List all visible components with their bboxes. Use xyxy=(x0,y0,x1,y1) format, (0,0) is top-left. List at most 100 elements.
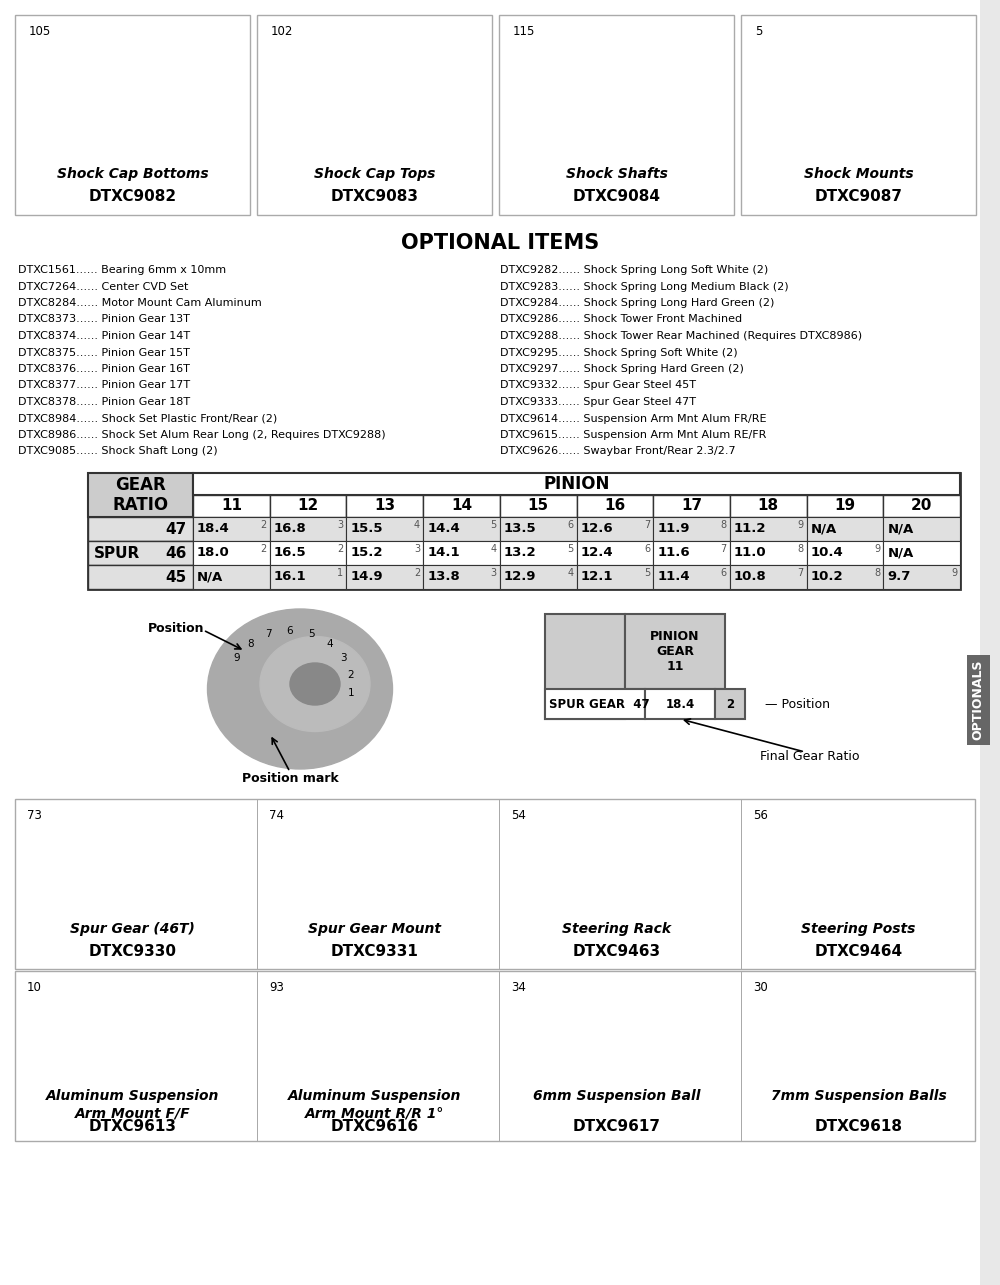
Text: 46: 46 xyxy=(166,546,187,560)
Text: 2: 2 xyxy=(260,544,267,554)
Text: 7: 7 xyxy=(721,544,727,554)
Text: 54: 54 xyxy=(511,810,526,822)
Bar xyxy=(88,541,193,565)
Text: 10.2: 10.2 xyxy=(811,571,843,583)
Text: 13: 13 xyxy=(374,499,395,514)
Bar xyxy=(346,565,423,589)
Text: DTXC9332...... Spur Gear Steel 45T: DTXC9332...... Spur Gear Steel 45T xyxy=(500,380,696,391)
Text: Shock Cap Bottoms: Shock Cap Bottoms xyxy=(57,167,208,181)
Ellipse shape xyxy=(208,609,392,768)
Text: 6mm Suspension Ball: 6mm Suspension Ball xyxy=(533,1088,700,1103)
Text: DTXC9331: DTXC9331 xyxy=(331,944,418,959)
Bar xyxy=(423,541,500,565)
Text: PINION
GEAR
11: PINION GEAR 11 xyxy=(650,630,700,673)
Text: DTXC8986...... Shock Set Alum Rear Long (2, Requires DTXC9288): DTXC8986...... Shock Set Alum Rear Long … xyxy=(18,430,386,439)
Bar xyxy=(500,565,576,589)
Text: DTXC9283...... Shock Spring Long Medium Black (2): DTXC9283...... Shock Spring Long Medium … xyxy=(500,281,789,292)
Text: DTXC9626...... Swaybar Front/Rear 2.3/2.7: DTXC9626...... Swaybar Front/Rear 2.3/2.… xyxy=(500,446,736,456)
Text: DTXC1561...... Bearing 6mm x 10mm: DTXC1561...... Bearing 6mm x 10mm xyxy=(18,265,226,275)
Bar xyxy=(270,495,346,517)
Bar xyxy=(883,565,960,589)
Text: 8: 8 xyxy=(247,639,253,649)
Bar xyxy=(346,517,423,541)
Text: 45: 45 xyxy=(166,569,187,585)
Text: 13.5: 13.5 xyxy=(504,523,536,536)
Text: 105: 105 xyxy=(29,24,51,39)
Bar xyxy=(270,541,346,565)
Text: 30: 30 xyxy=(753,980,768,995)
Text: 8: 8 xyxy=(874,568,880,578)
Text: 18.4: 18.4 xyxy=(665,698,695,711)
Bar xyxy=(883,541,960,565)
Text: Spur Gear Mount: Spur Gear Mount xyxy=(308,923,441,935)
Text: Shock Cap Tops: Shock Cap Tops xyxy=(314,167,435,181)
Text: 9: 9 xyxy=(233,653,240,663)
Text: 14.4: 14.4 xyxy=(427,523,460,536)
Bar xyxy=(653,565,730,589)
Text: 7mm Suspension Balls: 7mm Suspension Balls xyxy=(771,1088,946,1103)
Text: DTXC9333...... Spur Gear Steel 47T: DTXC9333...... Spur Gear Steel 47T xyxy=(500,397,696,407)
Text: 56: 56 xyxy=(753,810,768,822)
Text: Shock Shafts: Shock Shafts xyxy=(566,167,667,181)
Text: 16.5: 16.5 xyxy=(274,546,306,559)
Bar xyxy=(193,565,270,589)
Text: DTXC9464: DTXC9464 xyxy=(814,944,903,959)
Text: DTXC8377...... Pinion Gear 17T: DTXC8377...... Pinion Gear 17T xyxy=(18,380,190,391)
Text: 11.0: 11.0 xyxy=(734,546,767,559)
Text: 13.8: 13.8 xyxy=(427,571,460,583)
Bar xyxy=(883,517,960,541)
Bar xyxy=(499,15,734,215)
Text: 1: 1 xyxy=(337,568,343,578)
Bar xyxy=(15,799,975,969)
Text: DTXC9284...... Shock Spring Long Hard Green (2): DTXC9284...... Shock Spring Long Hard Gr… xyxy=(500,298,774,308)
Bar xyxy=(807,517,883,541)
Text: DTXC8376...... Pinion Gear 16T: DTXC8376...... Pinion Gear 16T xyxy=(18,364,190,374)
Text: 11.9: 11.9 xyxy=(657,523,690,536)
Bar xyxy=(193,541,270,565)
Bar xyxy=(257,15,492,215)
Text: 12.1: 12.1 xyxy=(580,571,613,583)
Text: 15.2: 15.2 xyxy=(350,546,383,559)
Text: DTXC8373...... Pinion Gear 13T: DTXC8373...... Pinion Gear 13T xyxy=(18,315,190,325)
Text: 10.4: 10.4 xyxy=(811,546,843,559)
Text: 9: 9 xyxy=(874,544,880,554)
Text: SPUR: SPUR xyxy=(94,546,140,560)
Bar xyxy=(545,689,645,720)
Text: 12.9: 12.9 xyxy=(504,571,536,583)
Text: DTXC9297...... Shock Spring Hard Green (2): DTXC9297...... Shock Spring Hard Green (… xyxy=(500,364,744,374)
Text: 15: 15 xyxy=(528,499,549,514)
Text: 115: 115 xyxy=(513,24,535,39)
Text: DTXC9330: DTXC9330 xyxy=(88,944,176,959)
Text: 12.6: 12.6 xyxy=(580,523,613,536)
Bar xyxy=(730,495,807,517)
Text: 2: 2 xyxy=(348,669,354,680)
Text: 6: 6 xyxy=(644,544,650,554)
Bar xyxy=(193,473,960,495)
Text: 3: 3 xyxy=(340,653,347,663)
Bar xyxy=(653,495,730,517)
Text: 7: 7 xyxy=(265,630,272,640)
Text: DTXC9085...... Shock Shaft Long (2): DTXC9085...... Shock Shaft Long (2) xyxy=(18,446,218,456)
Ellipse shape xyxy=(260,636,370,731)
Text: DTXC9617: DTXC9617 xyxy=(572,1119,660,1133)
Text: 3: 3 xyxy=(414,544,420,554)
Text: 5: 5 xyxy=(755,24,762,39)
Text: 14.1: 14.1 xyxy=(427,546,460,559)
Text: 18.0: 18.0 xyxy=(197,546,230,559)
Bar xyxy=(807,541,883,565)
Bar xyxy=(625,614,725,689)
Text: N/A: N/A xyxy=(887,523,914,536)
Text: — Position: — Position xyxy=(765,698,830,711)
Bar xyxy=(500,495,576,517)
Text: 2: 2 xyxy=(337,544,343,554)
Bar xyxy=(423,565,500,589)
Text: 12: 12 xyxy=(297,499,319,514)
Text: 11.6: 11.6 xyxy=(657,546,690,559)
Bar xyxy=(730,517,807,541)
Text: N/A: N/A xyxy=(811,523,837,536)
Text: Final Gear Ratio: Final Gear Ratio xyxy=(760,749,860,762)
Text: 73: 73 xyxy=(27,810,42,822)
Text: 93: 93 xyxy=(269,980,284,995)
Bar xyxy=(545,614,625,720)
Text: Steering Posts: Steering Posts xyxy=(801,923,916,935)
